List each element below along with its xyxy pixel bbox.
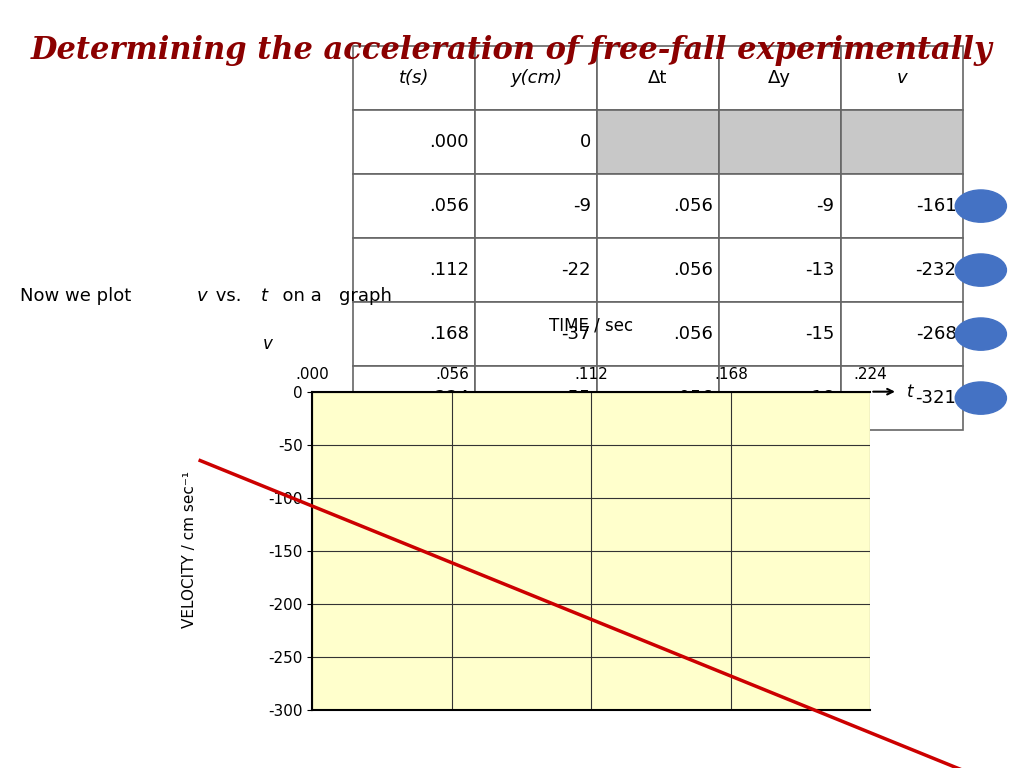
Text: VELOCITY / cm sec⁻¹: VELOCITY / cm sec⁻¹	[182, 471, 197, 627]
Circle shape	[955, 254, 1007, 286]
Text: Determining the acceleration of free-fall experimentally: Determining the acceleration of free-fal…	[31, 35, 993, 65]
Circle shape	[955, 190, 1007, 222]
Text: TIME / sec: TIME / sec	[549, 316, 634, 334]
Circle shape	[955, 382, 1007, 414]
Text: Now we plot: Now we plot	[20, 286, 137, 305]
Text: v: v	[197, 286, 207, 305]
Text: on a   graph: on a graph	[271, 286, 392, 305]
Text: t: t	[261, 286, 268, 305]
Text: vs.: vs.	[210, 286, 247, 305]
Circle shape	[955, 318, 1007, 350]
Text: v: v	[263, 336, 272, 353]
Text: t: t	[906, 382, 913, 401]
